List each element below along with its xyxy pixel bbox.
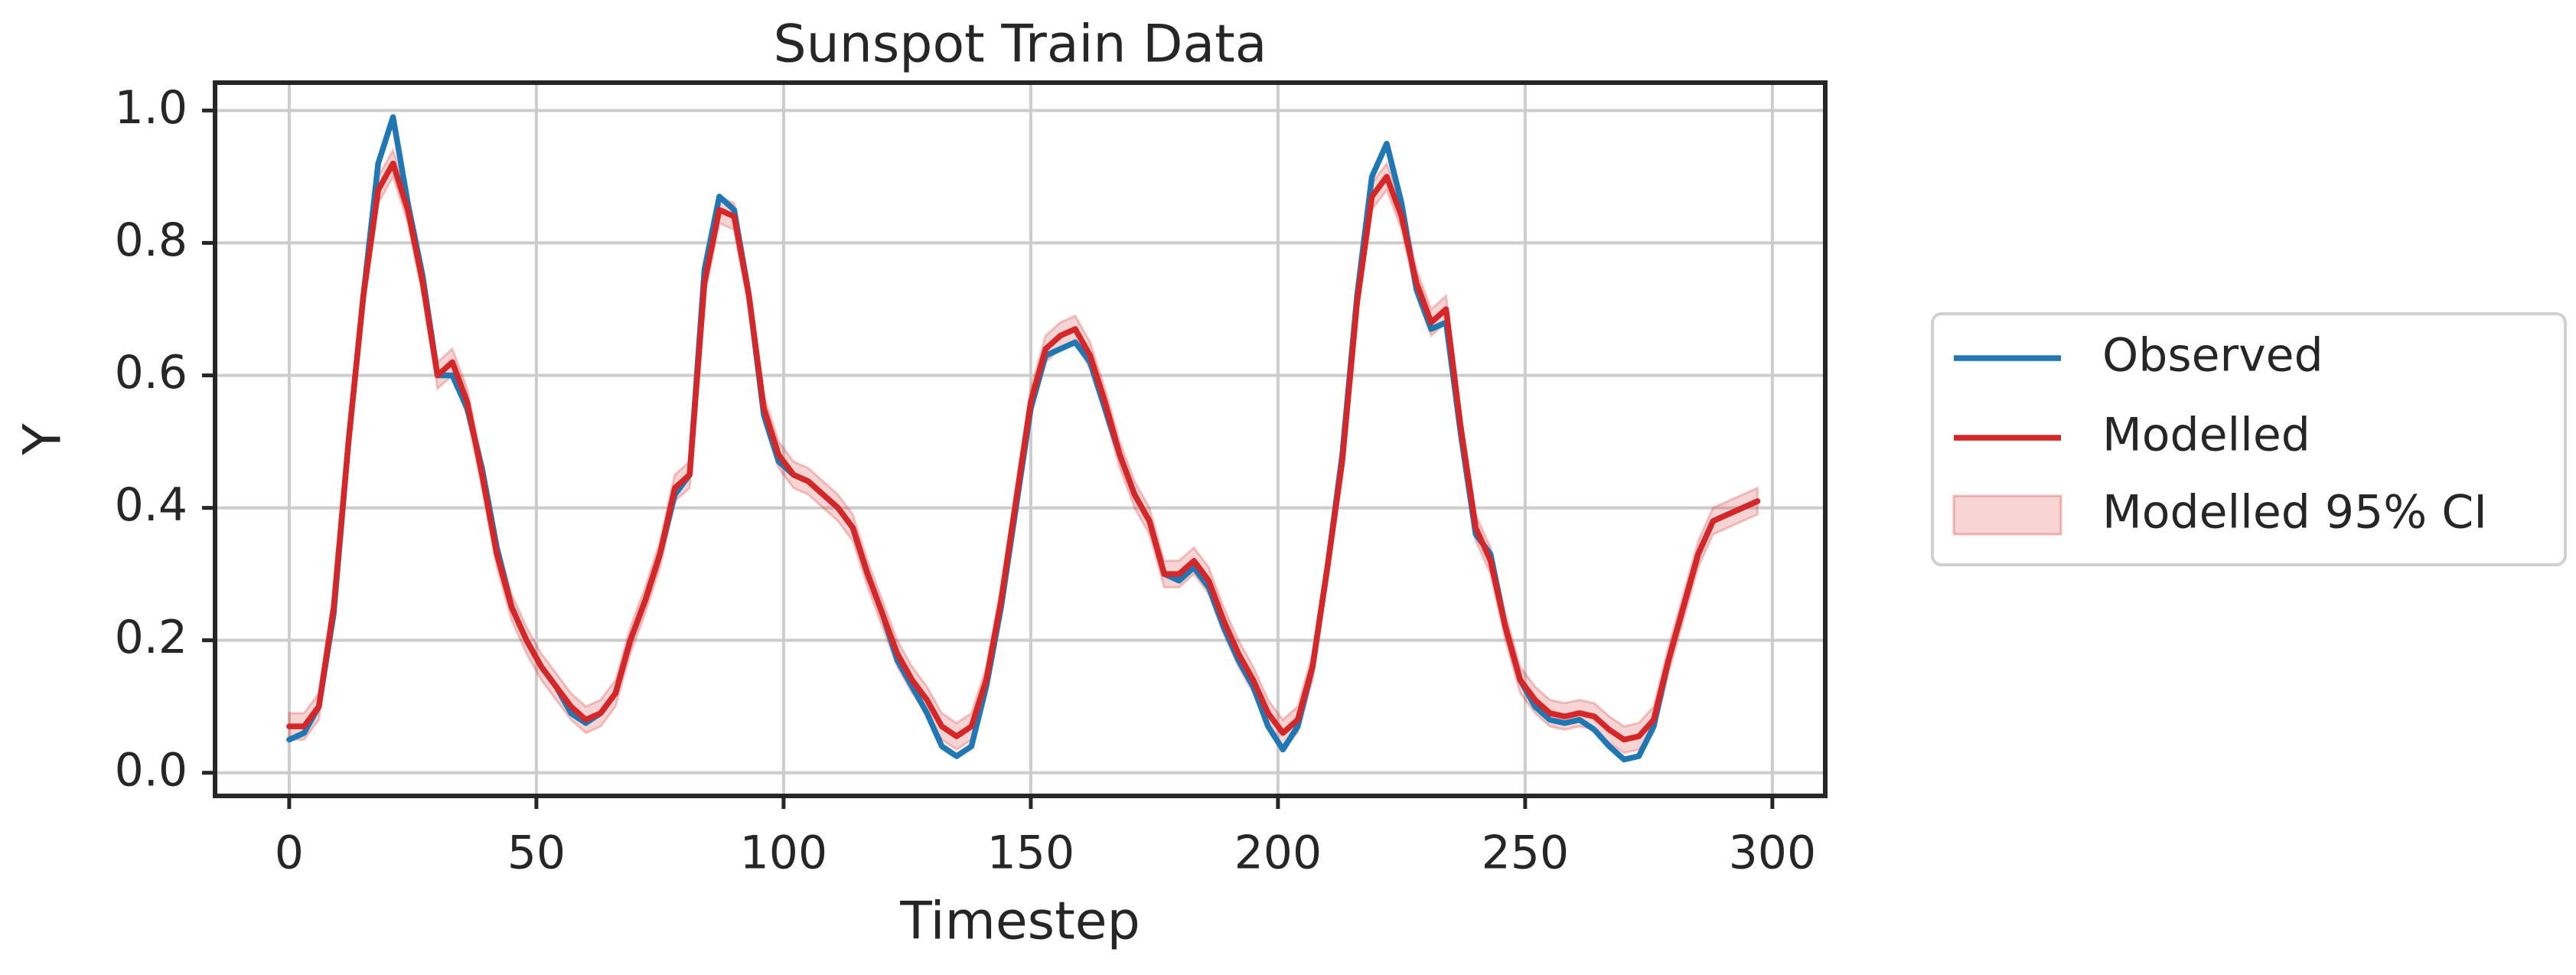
series-line bbox=[286, 160, 1761, 743]
legend-label: Modelled bbox=[2102, 409, 2310, 462]
ticks: 0 50 100 150 200 250 300 0.0 0.2 0.4 0.6 0.8 1.0 bbox=[115, 81, 1817, 880]
axes-frame bbox=[213, 80, 1828, 798]
x-tick-label: 300 bbox=[1729, 827, 1817, 880]
y-tick-label: 0.0 bbox=[115, 743, 187, 797]
x-axis-label: Timestep bbox=[899, 892, 1140, 952]
plot-area bbox=[286, 114, 1761, 763]
legend: Observed Modelled Modelled 95% CI bbox=[1952, 329, 2487, 540]
y-tick-label: 0.8 bbox=[115, 214, 187, 267]
legend-box bbox=[1931, 312, 2567, 566]
x-tick-label: 50 bbox=[507, 827, 566, 880]
x-tick-label: 100 bbox=[740, 827, 828, 880]
x-tick-label: 0 bbox=[275, 827, 304, 880]
y-tick-label: 1.0 bbox=[115, 81, 187, 135]
y-tick-label: 0.2 bbox=[115, 611, 187, 664]
legend-label: Modelled 95% CI bbox=[2102, 486, 2487, 540]
y-tick-label: 0.6 bbox=[115, 346, 187, 399]
legend-label: Observed bbox=[2102, 329, 2323, 383]
legend-swatch bbox=[1952, 494, 2062, 536]
chart-title: Sunspot Train Data bbox=[774, 15, 1267, 75]
y-tick-label: 0.4 bbox=[115, 478, 187, 532]
x-tick-label: 150 bbox=[987, 827, 1075, 880]
y-axis-label: Y bbox=[13, 423, 73, 456]
x-tick-label: 250 bbox=[1482, 827, 1570, 880]
grid bbox=[215, 83, 1825, 796]
x-tick-label: 200 bbox=[1234, 827, 1322, 880]
